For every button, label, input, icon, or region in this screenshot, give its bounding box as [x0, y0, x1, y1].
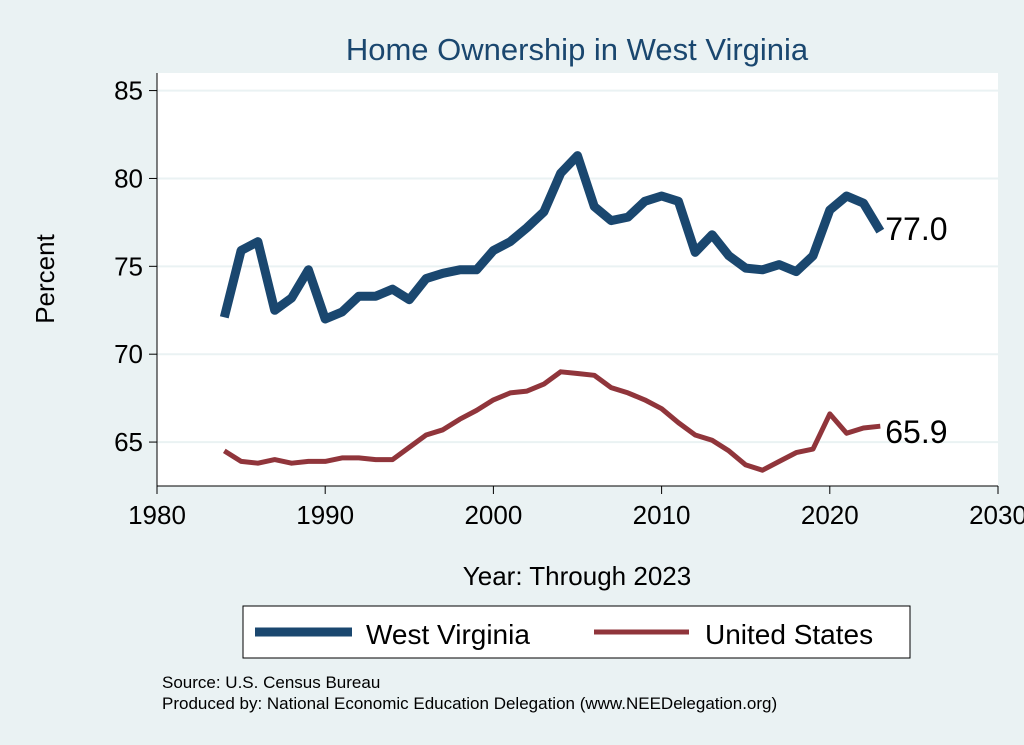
y-axis-label: Percent	[30, 233, 60, 323]
y-tick-label-80: 80	[114, 163, 143, 193]
y-tick-label-75: 75	[114, 251, 143, 281]
y-tick-label-85: 85	[114, 76, 143, 106]
x-tick-label-2030: 2030	[969, 500, 1024, 530]
legend-label-west-virginia: West Virginia	[366, 619, 530, 650]
grid	[157, 89, 998, 444]
y-tick-label-65: 65	[114, 427, 143, 457]
y-tick-label-70: 70	[114, 339, 143, 369]
legend-label-united-states: United States	[705, 619, 873, 650]
x-tick-label-1990: 1990	[296, 500, 354, 530]
series-lines	[219, 151, 885, 473]
x-tick-label-2010: 2010	[633, 500, 691, 530]
x-ticks: 1980 1990 2000 2010 2020 2030	[128, 486, 1024, 530]
x-axis-label: Year: Through 2023	[463, 561, 691, 591]
y-ticks: 65 70 75 80 85	[114, 76, 157, 457]
end-labels: 77.0 65.9	[885, 211, 947, 450]
plot-area	[157, 73, 998, 486]
end-label-united-states: 65.9	[885, 414, 947, 450]
x-tick-label-1980: 1980	[128, 500, 186, 530]
series-line-west-virginia	[219, 151, 885, 324]
source-note: Source: U.S. Census Bureau	[162, 673, 380, 692]
legend-box	[242, 605, 911, 659]
produced-by-note: Produced by: National Economic Education…	[162, 694, 777, 713]
chart-title: Home Ownership in West Virginia	[346, 32, 809, 67]
x-tick-label-2000: 2000	[464, 500, 522, 530]
series-line-united-states	[222, 369, 881, 473]
x-tick-label-2020: 2020	[801, 500, 859, 530]
end-label-west-virginia: 77.0	[885, 211, 947, 247]
legend: West Virginia United States	[242, 605, 911, 659]
